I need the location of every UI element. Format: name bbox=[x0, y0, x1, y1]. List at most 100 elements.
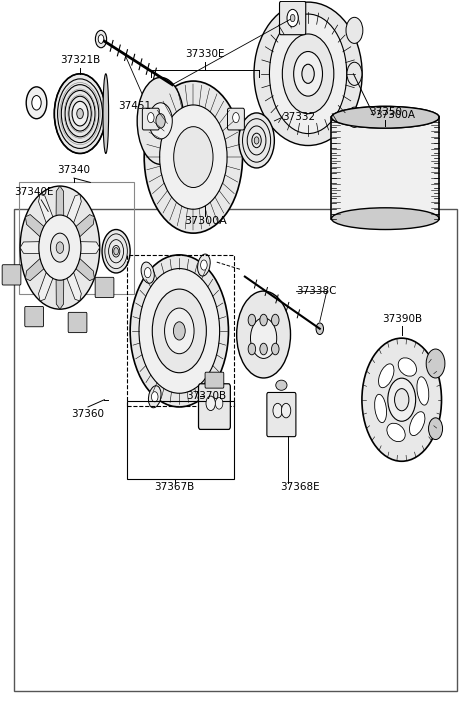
Bar bbox=[15, 209, 456, 691]
Circle shape bbox=[395, 389, 409, 411]
FancyBboxPatch shape bbox=[198, 384, 230, 430]
Circle shape bbox=[160, 105, 227, 209]
Ellipse shape bbox=[332, 106, 439, 128]
Polygon shape bbox=[56, 186, 64, 216]
Text: 37321B: 37321B bbox=[60, 55, 100, 65]
Text: 37330E: 37330E bbox=[185, 49, 225, 60]
Circle shape bbox=[50, 233, 69, 262]
Circle shape bbox=[96, 31, 106, 48]
FancyBboxPatch shape bbox=[2, 265, 21, 285]
Circle shape bbox=[156, 113, 165, 128]
Circle shape bbox=[20, 186, 100, 309]
FancyBboxPatch shape bbox=[25, 307, 43, 326]
Circle shape bbox=[388, 378, 415, 421]
Circle shape bbox=[152, 289, 206, 373]
Circle shape bbox=[130, 255, 228, 407]
Bar bbox=[127, 401, 234, 479]
Circle shape bbox=[147, 113, 154, 123]
Circle shape bbox=[429, 418, 443, 440]
Circle shape bbox=[282, 34, 334, 113]
Polygon shape bbox=[39, 194, 53, 223]
Text: 37370B: 37370B bbox=[187, 391, 227, 401]
Circle shape bbox=[32, 95, 41, 110]
Circle shape bbox=[272, 314, 279, 326]
Ellipse shape bbox=[148, 386, 161, 408]
Circle shape bbox=[174, 126, 213, 188]
Text: 37338C: 37338C bbox=[296, 286, 337, 296]
Circle shape bbox=[426, 349, 445, 378]
Circle shape bbox=[254, 137, 259, 144]
Circle shape bbox=[272, 343, 279, 355]
Circle shape bbox=[269, 14, 347, 134]
Polygon shape bbox=[67, 194, 81, 223]
Text: 37340: 37340 bbox=[57, 165, 90, 175]
Ellipse shape bbox=[409, 411, 425, 435]
Circle shape bbox=[233, 113, 239, 123]
Polygon shape bbox=[76, 214, 94, 237]
Circle shape bbox=[260, 314, 268, 326]
Circle shape bbox=[56, 242, 64, 254]
Circle shape bbox=[239, 113, 275, 168]
Ellipse shape bbox=[379, 364, 394, 387]
Circle shape bbox=[302, 64, 314, 84]
Text: 37350: 37350 bbox=[369, 108, 402, 117]
Circle shape bbox=[206, 396, 215, 411]
Bar bbox=[19, 182, 134, 294]
Text: 37368E: 37368E bbox=[280, 481, 320, 491]
Circle shape bbox=[346, 17, 363, 44]
Text: 37300A: 37300A bbox=[375, 110, 415, 120]
Ellipse shape bbox=[236, 291, 291, 378]
Polygon shape bbox=[56, 280, 64, 309]
Circle shape bbox=[248, 343, 256, 355]
Ellipse shape bbox=[137, 78, 184, 164]
Polygon shape bbox=[76, 259, 94, 281]
Circle shape bbox=[348, 107, 361, 127]
Ellipse shape bbox=[332, 208, 439, 230]
Circle shape bbox=[164, 308, 194, 354]
Ellipse shape bbox=[276, 380, 287, 390]
Circle shape bbox=[145, 268, 151, 278]
Text: 37367B: 37367B bbox=[154, 481, 195, 491]
Circle shape bbox=[98, 35, 104, 44]
Text: 37390B: 37390B bbox=[382, 313, 422, 324]
Bar bbox=[332, 117, 439, 219]
Circle shape bbox=[316, 323, 324, 334]
Circle shape bbox=[260, 343, 268, 355]
Circle shape bbox=[201, 260, 207, 270]
FancyBboxPatch shape bbox=[279, 1, 306, 35]
FancyBboxPatch shape bbox=[95, 277, 114, 297]
Polygon shape bbox=[39, 273, 53, 301]
Circle shape bbox=[290, 15, 295, 22]
Ellipse shape bbox=[141, 262, 154, 284]
Ellipse shape bbox=[198, 254, 210, 276]
Circle shape bbox=[248, 314, 256, 326]
FancyBboxPatch shape bbox=[68, 313, 87, 333]
Ellipse shape bbox=[417, 377, 429, 405]
Circle shape bbox=[72, 101, 88, 126]
Circle shape bbox=[144, 81, 243, 233]
Circle shape bbox=[139, 268, 219, 393]
Circle shape bbox=[114, 248, 118, 255]
FancyBboxPatch shape bbox=[205, 372, 224, 388]
Circle shape bbox=[173, 322, 185, 340]
Circle shape bbox=[39, 215, 81, 280]
Circle shape bbox=[77, 108, 83, 119]
Circle shape bbox=[273, 403, 282, 418]
Circle shape bbox=[281, 403, 291, 418]
Text: 37340E: 37340E bbox=[15, 187, 54, 197]
Circle shape bbox=[149, 103, 172, 139]
Ellipse shape bbox=[398, 358, 416, 376]
Ellipse shape bbox=[103, 74, 109, 153]
Polygon shape bbox=[20, 241, 39, 254]
Circle shape bbox=[152, 392, 158, 402]
Ellipse shape bbox=[374, 394, 387, 422]
Ellipse shape bbox=[254, 2, 362, 145]
Circle shape bbox=[102, 230, 130, 273]
Polygon shape bbox=[25, 259, 44, 281]
Circle shape bbox=[54, 74, 106, 153]
Text: 37360: 37360 bbox=[72, 409, 105, 419]
Ellipse shape bbox=[387, 423, 405, 441]
Circle shape bbox=[347, 63, 362, 85]
Circle shape bbox=[215, 398, 223, 409]
Circle shape bbox=[251, 318, 276, 358]
